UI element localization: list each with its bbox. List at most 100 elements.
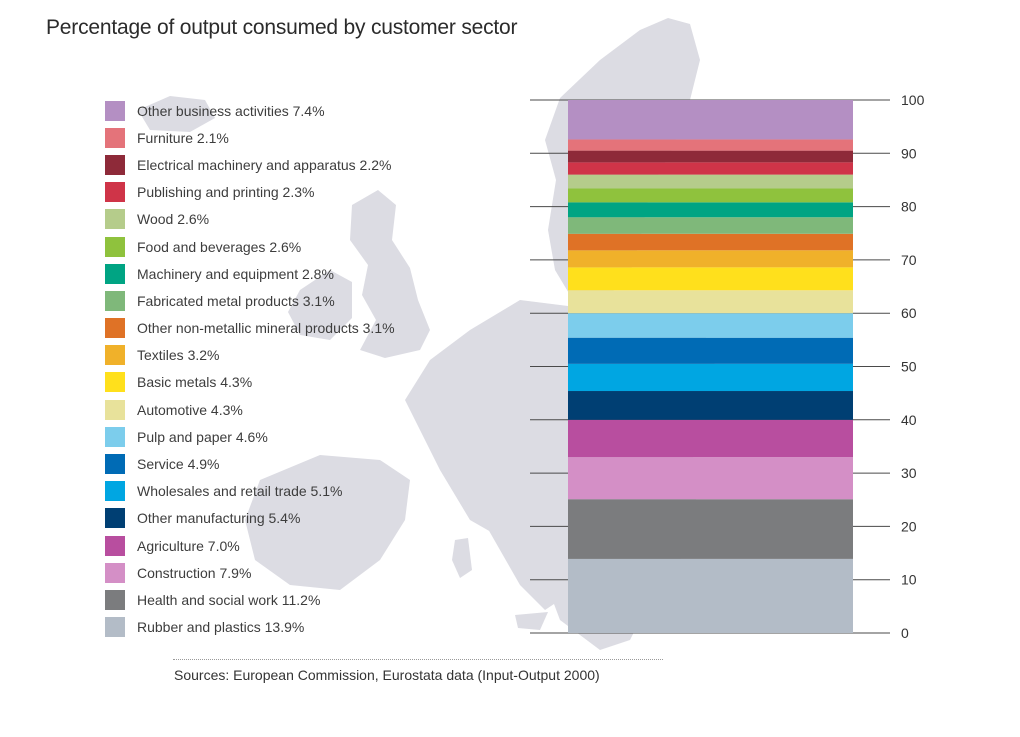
bar-segment: [568, 499, 853, 559]
tick-label: 100: [901, 92, 925, 108]
legend-swatch: [105, 236, 125, 257]
map-iberia: [245, 455, 410, 590]
tick-label: 90: [901, 145, 917, 161]
bar-segment: [568, 162, 853, 175]
map-italy: [470, 470, 560, 610]
map-ireland: [288, 270, 352, 340]
legend-item: Other business activities 7.4%: [105, 97, 395, 124]
legend-item: Construction 7.9%: [105, 559, 395, 586]
legend-swatch: [105, 589, 125, 610]
bar-segment: [568, 250, 853, 268]
legend-swatch: [105, 263, 125, 284]
tick-label: 0: [901, 625, 909, 641]
legend-label: Wood 2.6%: [137, 211, 210, 228]
tick-label: 60: [901, 305, 917, 321]
legend-swatch: [105, 454, 125, 475]
tick-label: 30: [901, 465, 917, 481]
bar-segment: [568, 267, 853, 291]
legend-item: Wood 2.6%: [105, 206, 395, 233]
legend: Other business activities 7.4% Furniture …: [105, 97, 395, 641]
bar-segment: [568, 233, 853, 251]
legend-item: Publishing and printing 2.3%: [105, 179, 395, 206]
bar-segment: [568, 290, 853, 314]
bar-segment: [568, 457, 853, 500]
legend-swatch: [105, 562, 125, 583]
legend-label: Agriculture 7.0%: [137, 537, 240, 554]
tick-label: 80: [901, 199, 917, 215]
legend-item: Other manufacturing 5.4%: [105, 505, 395, 532]
legend-swatch: [105, 535, 125, 556]
legend-item: Rubber and plastics 13.9%: [105, 614, 395, 641]
legend-label: Wholesales and retail trade 5.1%: [137, 483, 343, 500]
legend-label: Fabricated metal products 3.1%: [137, 292, 335, 309]
legend-label: Furniture 2.1%: [137, 129, 229, 146]
map-iceland: [138, 96, 215, 132]
legend-swatch: [105, 426, 125, 447]
legend-swatch: [105, 508, 125, 529]
bar-segment: [568, 363, 853, 392]
tick-label: 20: [901, 518, 917, 534]
source-note: Sources: European Commission, Eurostata …: [174, 667, 600, 683]
legend-item: Wholesales and retail trade 5.1%: [105, 478, 395, 505]
bar-segment: [568, 202, 853, 218]
bar-segment: [568, 337, 853, 364]
legend-item: Food and beverages 2.6%: [105, 233, 395, 260]
legend-item: Health and social work 11.2%: [105, 586, 395, 613]
legend-item: Textiles 3.2%: [105, 342, 395, 369]
legend-swatch: [105, 399, 125, 420]
bar-segment: [568, 100, 853, 140]
legend-label: Automotive 4.3%: [137, 401, 243, 418]
legend-swatch: [105, 345, 125, 366]
legend-swatch: [105, 209, 125, 230]
legend-label: Textiles 3.2%: [137, 347, 220, 364]
legend-label: Pulp and paper 4.6%: [137, 428, 268, 445]
legend-label: Machinery and equipment 2.8%: [137, 265, 334, 282]
legend-item: Furniture 2.1%: [105, 124, 395, 151]
legend-swatch: [105, 154, 125, 175]
legend-swatch: [105, 100, 125, 121]
bar-segment: [568, 419, 853, 458]
tick-label: 10: [901, 572, 917, 588]
legend-label: Publishing and printing 2.3%: [137, 184, 315, 201]
bar-segment: [568, 150, 853, 163]
legend-swatch: [105, 481, 125, 502]
legend-label: Basic metals 4.3%: [137, 374, 253, 391]
legend-item: Fabricated metal products 3.1%: [105, 287, 395, 314]
source-divider: [173, 659, 663, 660]
legend-label: Other business activities 7.4%: [137, 102, 325, 119]
bar-segment: [568, 174, 853, 189]
legend-swatch: [105, 182, 125, 203]
legend-label: Other manufacturing 5.4%: [137, 510, 301, 527]
legend-swatch: [105, 290, 125, 311]
bar-segment: [568, 558, 853, 633]
bar-segment: [568, 188, 853, 203]
legend-label: Service 4.9%: [137, 456, 220, 473]
legend-label: Construction 7.9%: [137, 564, 252, 581]
legend-swatch: [105, 127, 125, 148]
bar-segment: [568, 313, 853, 338]
legend-item: Service 4.9%: [105, 450, 395, 477]
legend-label: Other non-metallic mineral products 3.1%: [137, 320, 395, 337]
legend-swatch: [105, 617, 125, 638]
chart-title: Percentage of output consumed by custome…: [46, 16, 518, 39]
legend-item: Agriculture 7.0%: [105, 532, 395, 559]
legend-swatch: [105, 372, 125, 393]
legend-item: Automotive 4.3%: [105, 396, 395, 423]
legend-item: Pulp and paper 4.6%: [105, 423, 395, 450]
legend-swatch: [105, 318, 125, 339]
map-great-britain: [350, 190, 430, 358]
tick-label: 40: [901, 412, 917, 428]
legend-item: Machinery and equipment 2.8%: [105, 260, 395, 287]
map-sardinia: [452, 538, 472, 578]
legend-label: Food and beverages 2.6%: [137, 238, 302, 255]
legend-item: Other non-metallic mineral products 3.1%: [105, 315, 395, 342]
tick-label: 50: [901, 359, 917, 375]
legend-label: Health and social work 11.2%: [137, 591, 321, 608]
tick-label: 70: [901, 252, 917, 268]
legend-item: Electrical machinery and apparatus 2.2%: [105, 151, 395, 178]
legend-label: Rubber and plastics 13.9%: [137, 619, 305, 636]
legend-label: Electrical machinery and apparatus 2.2%: [137, 156, 392, 173]
bar-segment: [568, 391, 853, 420]
bar-segment: [568, 217, 853, 234]
